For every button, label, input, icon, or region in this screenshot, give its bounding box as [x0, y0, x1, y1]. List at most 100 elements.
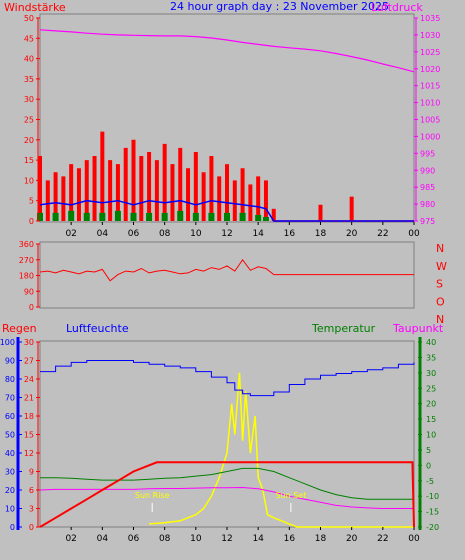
rain-line — [39, 461, 415, 528]
wind-tick-label: 50 — [24, 14, 34, 23]
x-tick-label: 14 — [252, 229, 264, 239]
chart-title: 24 hour graph day : 23 November 2025 — [170, 0, 389, 13]
pressure-tick-label: 1030 — [420, 31, 440, 40]
calm-bar — [52, 212, 59, 221]
climate-axes: 0102030405060708090100036912151821242730… — [0, 338, 439, 544]
wind-tick-label: 30 — [24, 95, 34, 104]
calm-bar — [208, 212, 215, 221]
humidity-tick-label: 80 — [5, 375, 15, 384]
temperature-tick-label: -15 — [426, 508, 439, 517]
x-tick-label: 22 — [377, 229, 388, 239]
pressure-tick-label: 990 — [420, 166, 435, 175]
wind-tick-label: 10 — [24, 176, 34, 185]
humidity-tick-label: 50 — [5, 431, 15, 440]
pressure-tick-label: 1005 — [420, 116, 440, 125]
humidity-tick-label: 10 — [5, 505, 15, 514]
rain-axis-label: Regen — [2, 322, 37, 335]
pressure-line — [39, 29, 415, 73]
x-tick-label: 00 — [408, 229, 420, 239]
x-tick-label: 14 — [252, 534, 264, 544]
sun-rise-label: Sun Rise — [135, 491, 170, 500]
wind-axis-label: Windstärke — [4, 1, 66, 14]
x-tick-label: 10 — [190, 229, 202, 239]
wind-tick-label: 5 — [29, 197, 34, 206]
x-tick-label: 06 — [128, 534, 140, 544]
pressure-tick-label: 1000 — [420, 132, 440, 141]
calm-bar — [255, 214, 262, 221]
direction-series — [39, 258, 414, 282]
compass-letter: N — [436, 313, 444, 326]
compass-letter: O — [436, 295, 445, 308]
temperature-tick-label: 0 — [426, 461, 431, 470]
x-tick-label: 02 — [65, 534, 76, 544]
direction-tick-label: 360 — [19, 240, 34, 249]
rain-tick-label: 3 — [29, 505, 34, 514]
humidity-tick-label: 100 — [0, 338, 15, 347]
x-tick-label: 16 — [284, 534, 296, 544]
rain-tick-label: 30 — [24, 338, 34, 347]
x-tick-label: 16 — [284, 229, 296, 239]
calm-bar — [114, 210, 121, 221]
calm-bar — [224, 212, 230, 221]
x-tick-label: 08 — [159, 534, 171, 544]
humidity-axis-label: Luftfeuchte — [66, 322, 129, 335]
wind-tick-label: 35 — [24, 75, 34, 84]
calm-bar — [83, 212, 90, 221]
humidity-tick-label: 30 — [5, 468, 15, 477]
humidity-tick-label: 40 — [5, 449, 15, 458]
x-tick-label: 04 — [97, 229, 109, 239]
humidity-tick-label: 70 — [5, 394, 15, 403]
climate-plot-area — [39, 340, 415, 528]
pressure-tick-label: 995 — [420, 149, 435, 158]
rain-tick-label: 9 — [29, 468, 34, 477]
x-tick-label: 12 — [221, 229, 232, 239]
rain-tick-label: 12 — [24, 449, 34, 458]
wind-tick-label: 20 — [24, 136, 34, 145]
pressure-tick-label: 1015 — [420, 82, 440, 91]
pressure-tick-label: 1020 — [420, 65, 440, 74]
sun-set-label: Sun Set — [275, 491, 306, 500]
pressure-axis-label: Luftdruck — [371, 1, 423, 14]
x-tick-label: 12 — [221, 534, 232, 544]
humidity-tick-label: 90 — [5, 357, 15, 366]
humidity-line — [40, 360, 415, 397]
rain-tick-label: 15 — [24, 431, 34, 440]
pressure-tick-label: 1035 — [420, 14, 440, 23]
calm-bar — [130, 212, 137, 221]
wind-pressure-axes: 0510152025303540455097598098599099510001… — [24, 14, 441, 239]
x-tick-label: 18 — [315, 534, 327, 544]
calm-bar — [192, 212, 199, 221]
x-tick-label: 02 — [65, 229, 76, 239]
temperature-tick-label: -10 — [426, 492, 439, 501]
compass-letter: S — [436, 278, 443, 291]
x-tick-label: 22 — [377, 534, 388, 544]
rain-tick-label: 0 — [29, 523, 34, 532]
calm-bar — [99, 212, 106, 221]
temperature-tick-label: 30 — [426, 369, 436, 378]
wind-tick-label: 15 — [24, 156, 34, 165]
x-tick-label: 06 — [128, 229, 140, 239]
temperature-tick-label: 35 — [426, 353, 436, 362]
direction-line — [39, 258, 414, 282]
sunshine-line — [149, 372, 414, 528]
wind-pressure-series — [37, 29, 415, 222]
calm-bar — [239, 212, 246, 221]
calm-bar — [146, 212, 153, 221]
rain-tick-label: 27 — [24, 357, 34, 366]
x-tick-label: 00 — [408, 534, 420, 544]
direction-tick-label: 0 — [29, 303, 34, 312]
rain-tick-label: 24 — [24, 375, 34, 384]
temperature-tick-label: 20 — [426, 400, 436, 409]
humidity-tick-label: 0 — [10, 523, 15, 532]
temperature-tick-label: 15 — [426, 415, 436, 424]
x-tick-label: 18 — [315, 229, 327, 239]
climate-series: Sun Rise Sun Set — [39, 360, 415, 528]
temperature-tick-label: -5 — [426, 477, 434, 486]
temperature-tick-label: 25 — [426, 384, 436, 393]
wind-line — [39, 199, 414, 222]
temperature-axis-label: Temperatur — [311, 322, 376, 335]
rain-tick-label: 21 — [24, 394, 34, 403]
rain-tick-label: 18 — [24, 412, 34, 421]
